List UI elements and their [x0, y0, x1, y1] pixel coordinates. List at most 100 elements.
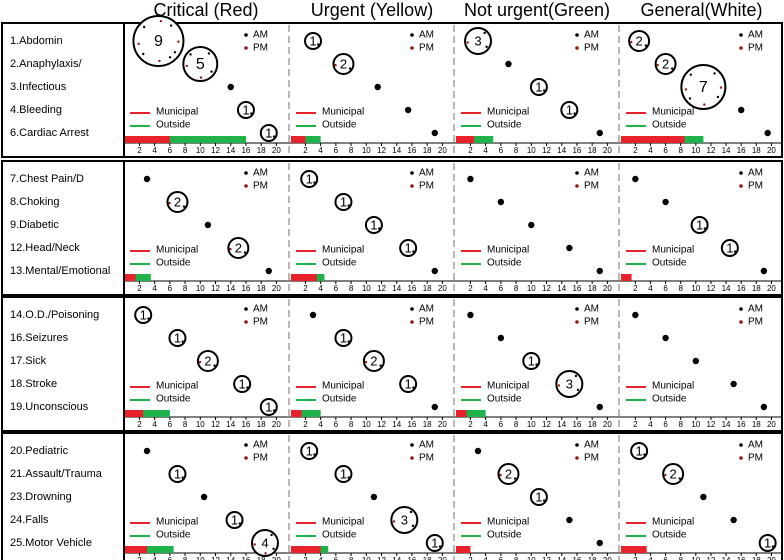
- am-point: [467, 175, 474, 183]
- count-circle: [259, 398, 278, 416]
- inner-point: [719, 86, 723, 89]
- panel-group: 1.Abdomin 2.Anaphylaxis/3.Infectious 4.Ble…: [1, 15, 783, 158]
- inner-point: [181, 476, 184, 479]
- row-label: 23.Drowning: [10, 491, 72, 503]
- am-point: [662, 198, 669, 206]
- legend-am-label: AM: [584, 440, 599, 451]
- legend-municipal-label: Municipal: [487, 381, 529, 392]
- x-tick-label: 2: [137, 146, 142, 155]
- count-circle: [362, 350, 385, 372]
- x-tick-label: 8: [349, 420, 354, 429]
- am-point: [566, 516, 573, 524]
- x-tick-label: 18: [257, 556, 266, 560]
- bar-outside: [291, 136, 321, 143]
- count-circle: [300, 170, 319, 188]
- count-label: 1: [242, 102, 249, 117]
- count-circle: [364, 216, 383, 234]
- count-label: 9: [154, 33, 163, 50]
- am-point: [632, 175, 639, 183]
- row-label: 17.Sick: [10, 355, 47, 367]
- inner-point: [643, 453, 646, 456]
- bar-outside: [125, 546, 174, 553]
- legend-pm-label: PM: [748, 181, 763, 192]
- x-tick-label: 10: [196, 420, 205, 429]
- count-circle: [758, 534, 777, 552]
- legend-municipal-label: Municipal: [156, 381, 198, 392]
- row-label: 7.Chest Pain/D: [10, 173, 84, 185]
- legend-municipal-label: Municipal: [322, 381, 364, 392]
- count-label: 3: [474, 33, 481, 48]
- legend-pm-label: PM: [419, 181, 434, 192]
- x-tick-label: 4: [152, 284, 157, 293]
- column-title: Urgent (Yellow): [311, 0, 433, 20]
- row-label: 4.Bleeding: [10, 104, 62, 116]
- count-label: 1: [431, 535, 438, 550]
- x-tick-label: 2: [303, 146, 308, 155]
- x-tick-label: 16: [572, 146, 581, 155]
- am-point: [737, 106, 745, 114]
- legend-am-dot: [575, 171, 579, 175]
- am-point: [528, 221, 535, 229]
- am-point: [730, 516, 737, 524]
- x-tick-label: 14: [722, 556, 731, 560]
- column-title: General(White): [640, 0, 762, 20]
- bar-municipal: [291, 410, 302, 417]
- x-tick-label: 12: [706, 420, 715, 429]
- x-tick-label: 2: [137, 420, 142, 429]
- count-circle: [529, 488, 548, 506]
- x-tick-label: 12: [377, 420, 386, 429]
- inner-point: [377, 227, 381, 230]
- count-circle: [720, 239, 739, 257]
- x-tick-label: 4: [318, 284, 323, 293]
- am-point: [431, 267, 438, 275]
- cell: 2468101214161820AMPMMunicipalOutside114: [125, 440, 281, 560]
- count-circle: [334, 329, 353, 347]
- x-tick-label: 2: [137, 284, 142, 293]
- cell: 2 4 6 8 10 12 14 16 18 20 AM PM Municipal Outside 3 1 1: [456, 27, 612, 155]
- legend-pm-label: PM: [419, 43, 434, 54]
- row-label: 16.Seizures: [10, 332, 69, 344]
- x-tick-label: 2: [633, 146, 638, 155]
- x-tick-label: 2: [468, 420, 473, 429]
- count-label: 1: [528, 353, 535, 368]
- x-tick-label: 10: [196, 146, 205, 155]
- inner-point: [557, 384, 561, 387]
- inner-point: [348, 67, 352, 70]
- cell: 2 4 6 8 10 12 14 16 18 20 AM PM Municipal Outside 1 1 3 1: [291, 440, 447, 560]
- inner-point: [185, 64, 189, 68]
- x-tick-label: 16: [737, 556, 746, 560]
- row-label: 25.Motor Vehicle: [10, 537, 92, 549]
- am-point: [204, 221, 212, 229]
- inner-point: [142, 25, 146, 29]
- count-circle: [390, 506, 419, 534]
- bar-outside: [456, 136, 494, 143]
- x-tick-label: 20: [438, 420, 447, 429]
- am-point: [596, 403, 603, 411]
- inner-point: [238, 522, 242, 525]
- legend-pm-dot: [410, 320, 414, 324]
- panel-border: [1, 160, 783, 296]
- x-tick-label: 10: [196, 284, 205, 293]
- legend-outside-label: Outside: [652, 394, 687, 405]
- x-tick-label: 20: [603, 284, 612, 293]
- legend-pm-dot: [575, 46, 579, 50]
- am-point: [662, 334, 669, 342]
- am-point: [374, 83, 381, 91]
- legend-outside-label: Outside: [156, 258, 191, 269]
- x-tick-label: 8: [514, 284, 519, 293]
- legend-am-label: AM: [748, 304, 763, 315]
- x-tick-label: 6: [499, 284, 504, 293]
- cell: 2 4 6 8 10 12 14 16 18 20 AM PM Municipal Outside 1 1 1 1: [291, 168, 447, 293]
- legend-pm-dot: [244, 456, 248, 460]
- legend-pm-label: PM: [253, 181, 268, 192]
- x-tick-label: 12: [211, 420, 220, 429]
- legend-pm-label: PM: [253, 43, 268, 54]
- x-tick-label: 10: [362, 284, 371, 293]
- x-tick-label: 18: [423, 556, 432, 560]
- legend-am-label: AM: [584, 168, 599, 179]
- x-tick-label: 8: [678, 420, 683, 429]
- x-tick-label: 6: [663, 420, 668, 429]
- legend-am-label: AM: [748, 30, 763, 41]
- legend-pm-label: PM: [748, 317, 763, 328]
- count-label: 2: [340, 56, 347, 71]
